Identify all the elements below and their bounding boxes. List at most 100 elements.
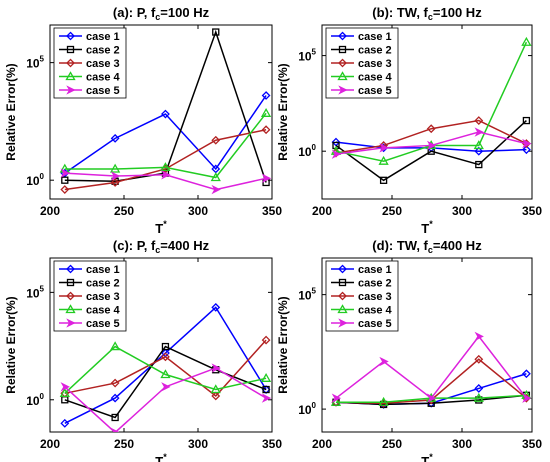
legend-marker [338,45,347,54]
data-point [473,140,484,150]
data-point [522,393,532,403]
legend-label: case 5 [358,318,392,330]
legend-marker [338,85,348,95]
data-point [110,133,120,143]
chart-panel-1: (a): P, fc=100 Hz 200 250 300 350 100 105 T* Rel… [4,5,282,236]
x-tick-label: 250 [382,437,402,451]
data-point [379,356,389,367]
data-point [211,363,221,373]
panel-title: (d): TW, fc=400 Hz [372,238,482,255]
legend-label: case 5 [86,318,120,330]
legend-label: case 1 [86,264,120,276]
data-point [60,418,70,428]
data-point [261,91,271,100]
legend-marker [66,31,75,41]
data-point [211,135,221,145]
x-tick-label: 350 [262,204,282,218]
data-point [161,342,170,351]
data-point [521,369,531,379]
y-axis-label: Relative Error(%) [276,63,290,160]
data-point [109,341,121,351]
plot-area [330,36,532,184]
y-tick-label: 100 [298,401,316,417]
data-point [261,393,272,403]
data-point [474,127,484,137]
legend-marker [65,304,76,314]
data-point [426,140,437,151]
legend-label: case 1 [86,31,120,43]
plot-frame [49,257,273,433]
data-point [110,378,120,388]
data-point [260,107,272,117]
legend-marker [66,85,76,95]
panel-title: (a): P, fc=100 Hz [113,5,210,22]
panel-title: (c): P, fc=400 Hz [113,238,210,255]
legend-label: case 2 [358,45,392,57]
data-point [379,176,388,184]
legend-marker [66,264,75,274]
panel-title: (b): TW, fc=100 Hz [372,5,482,22]
legend-label: case 4 [86,305,121,317]
x-tick-label: 200 [40,437,60,451]
plot-frame [321,257,533,433]
series-line-5 [335,335,527,400]
data-point [211,184,221,195]
x-tick-label: 200 [312,204,332,218]
y-axis-label: Relative Error(%) [4,63,18,160]
data-point [379,143,389,153]
data-point [61,176,69,184]
x-tick-label: 350 [522,204,542,218]
plot-area [59,28,272,195]
data-point [474,146,484,156]
data-point [211,302,221,312]
plot-area [330,331,532,409]
x-tick-label: 250 [382,204,402,218]
x-axis-label: T* [421,452,433,462]
data-point [110,427,120,432]
legend-label: case 4 [358,72,393,84]
data-point [522,138,532,149]
legend-marker [66,291,75,301]
legend-marker [337,304,348,314]
data-point [473,392,484,402]
y-tick-label: 100 [26,392,44,408]
data-point [60,382,70,392]
legend-marker [338,278,347,287]
data-point [378,155,389,165]
plot-area [59,302,272,432]
data-point [212,28,220,36]
data-point [474,331,484,342]
legend-marker [66,58,75,68]
legend-label: case 3 [86,291,120,303]
data-point [160,162,171,172]
legend-label: case 2 [86,278,120,290]
data-point [161,170,171,180]
data-point [261,335,271,345]
legend-label: case 3 [358,291,392,303]
legend-label: case 5 [358,85,392,97]
data-point [331,393,342,403]
data-point [110,171,121,181]
x-tick-label: 350 [262,437,282,451]
plot-frame [49,24,273,200]
series-line-3 [64,128,267,191]
data-point [261,173,272,184]
series-line-1 [64,95,267,174]
legend-marker [338,58,347,68]
data-point [59,388,70,397]
data-point [521,36,532,46]
data-point [474,354,484,364]
data-point [261,125,271,135]
x-axis-label: T* [155,219,167,236]
series-line-2 [335,120,527,182]
data-point [161,109,170,119]
data-point [521,145,531,155]
chart-panel-4: (d): TW, fc=400 Hz 200 250 300 350 100 105 T* Re… [276,238,542,462]
legend-marker [338,318,348,328]
legend-label: case 4 [358,305,393,317]
data-point [331,149,342,159]
y-tick-label: 105 [298,287,316,303]
legend-label: case 1 [358,31,392,43]
